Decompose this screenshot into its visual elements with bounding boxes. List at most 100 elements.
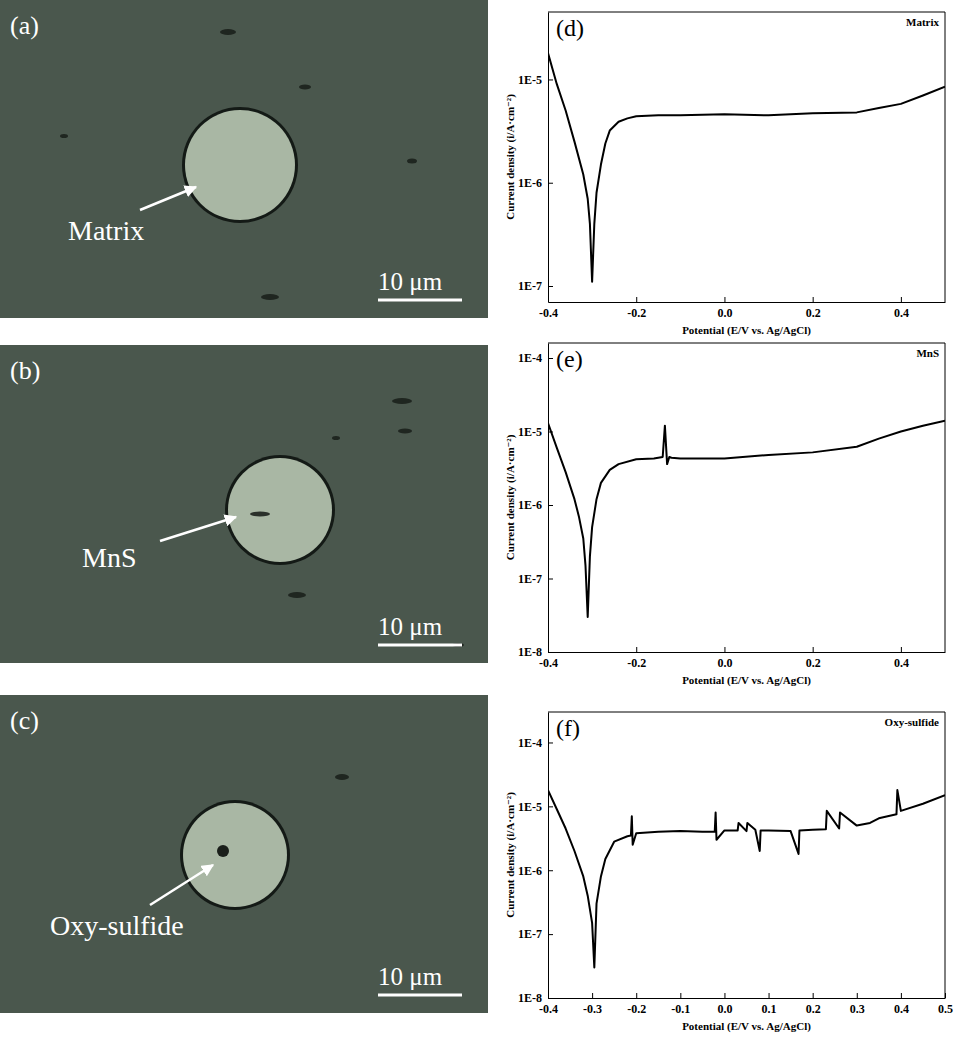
inclusion-spot <box>407 159 417 164</box>
x-tick: 0.2 <box>806 993 821 1016</box>
inclusion-spot <box>288 592 306 598</box>
y-tick-label: 1E-8 <box>518 645 542 659</box>
x-tick: -0.3 <box>583 993 602 1016</box>
y-tick: 1E-8 <box>518 645 553 659</box>
y-tick-label: 1E-4 <box>518 351 542 365</box>
measured-area <box>185 110 295 220</box>
scale-bar <box>378 644 462 647</box>
inclusion-spot <box>335 774 349 780</box>
plot-area <box>548 790 945 967</box>
x-tick-mark <box>724 297 725 302</box>
x-tick-label: -0.1 <box>671 1002 690 1016</box>
y-tick-label: 1E-6 <box>518 864 542 878</box>
panel-label: (b) <box>10 356 40 385</box>
y-tick-mark <box>548 505 553 506</box>
x-tick-mark <box>724 993 725 998</box>
annotation: Oxy-sulfide <box>50 910 184 941</box>
y-tick-label: 1E-7 <box>518 927 542 941</box>
y-tick-mark <box>548 579 553 580</box>
micrograph: (c)Oxy-sulfide10 μm <box>0 695 488 1013</box>
scale-bar <box>378 299 462 302</box>
inclusion-spot <box>60 134 68 138</box>
y-tick: 1E-4 <box>518 351 553 365</box>
chart-title: MnS <box>916 347 939 359</box>
inclusion <box>217 845 229 857</box>
x-tick: 0.2 <box>806 647 821 670</box>
panel-label: (a) <box>10 11 39 40</box>
indent-ring <box>225 455 335 565</box>
indent-ring <box>182 107 298 223</box>
x-tick-label: -0.3 <box>583 1002 602 1016</box>
y-tick: 1E-6 <box>518 176 553 190</box>
x-tick-mark <box>813 993 814 998</box>
x-tick-label: 0.0 <box>717 1002 732 1016</box>
x-axis-title: Potential (E/V vs. Ag/AgCl) <box>682 1020 811 1033</box>
arrow <box>160 517 236 541</box>
y-axis: 1E-7 1E-6 1E-5 <box>518 13 553 303</box>
y-tick: 1E-5 <box>518 73 553 87</box>
measured-area <box>228 458 332 562</box>
x-axis: -0.4-0.20.00.20.4 <box>539 297 946 320</box>
polarization-curve <box>548 790 945 967</box>
y-tick: 1E-7 <box>518 927 553 941</box>
y-tick-mark <box>548 998 553 999</box>
x-tick: 0.1 <box>762 993 777 1016</box>
y-tick-mark <box>548 870 553 871</box>
x-tick: -0.2 <box>627 993 646 1016</box>
y-tick: 1E-7 <box>518 279 553 293</box>
x-tick: 0.4 <box>894 993 909 1016</box>
annotation: Matrix <box>68 215 144 246</box>
y-tick-label: 1E-5 <box>518 425 542 439</box>
x-tick: 0.0 <box>717 297 732 320</box>
x-tick-label: 0.2 <box>806 306 821 320</box>
x-tick-label: 0.5 <box>938 1002 953 1016</box>
y-tick-label: 1E-6 <box>518 176 542 190</box>
inclusion-spot <box>392 398 412 404</box>
polarization-curve <box>548 53 945 282</box>
x-tick-label: 0.3 <box>850 1002 865 1016</box>
x-tick: 0.5 <box>938 993 953 1016</box>
y-tick: 1E-6 <box>518 864 553 878</box>
scale-bar-label: 10 μm <box>378 268 443 295</box>
scale-bar-label: 10 μm <box>378 963 443 990</box>
x-tick-label: -0.2 <box>627 306 646 320</box>
annotation: MnS <box>82 542 136 573</box>
plot-frame <box>548 343 945 344</box>
inclusion-spot <box>261 294 279 300</box>
x-tick: 0.2 <box>806 297 821 320</box>
x-axis-line <box>549 652 946 653</box>
inclusion-spot <box>398 429 412 434</box>
y-tick-mark <box>548 652 553 653</box>
inclusion-spot <box>220 29 236 35</box>
x-tick-label: 0.4 <box>894 1002 909 1016</box>
x-tick-label: 0.2 <box>806 656 821 670</box>
micrograph-background <box>0 345 488 663</box>
y-axis-title: Current density (i/A·cm⁻²) <box>504 434 517 560</box>
y-tick-mark <box>548 806 553 807</box>
y-axis-line <box>548 713 549 999</box>
plot-area <box>548 53 945 282</box>
x-tick-mark <box>680 993 681 998</box>
plot-frame <box>945 343 946 652</box>
panel-label: (f) <box>556 715 580 741</box>
y-axis-title: Current density (i/A·cm⁻²) <box>504 792 517 918</box>
figure: (a)Matrix10 μm(b)MnS10 μm(c)Oxy-sulfide1… <box>0 0 965 1042</box>
x-tick-label: 0.4 <box>894 656 909 670</box>
x-tick-label: -0.2 <box>627 656 646 670</box>
arrow <box>140 187 196 210</box>
y-tick-label: 1E-5 <box>518 800 542 814</box>
x-tick: 0.4 <box>894 297 909 320</box>
y-tick-label: 1E-4 <box>518 736 542 750</box>
x-tick: 0.4 <box>894 647 909 670</box>
x-tick-label: 0.1 <box>762 1002 777 1016</box>
plot-area <box>548 421 945 617</box>
x-axis-title: Potential (E/V vs. Ag/AgCl) <box>682 674 811 687</box>
x-tick-mark <box>769 993 770 998</box>
chart-panel: -0.4-0.20.00.20.41E-71E-61E-5(d)MatrixPo… <box>504 12 946 337</box>
chart-title: Matrix <box>906 16 939 28</box>
scale-bar-label: 10 μm <box>378 613 443 640</box>
y-tick-label: 1E-6 <box>518 498 542 512</box>
y-tick: 1E-7 <box>518 572 553 586</box>
y-tick: 1E-4 <box>518 736 553 750</box>
y-tick-mark <box>548 934 553 935</box>
